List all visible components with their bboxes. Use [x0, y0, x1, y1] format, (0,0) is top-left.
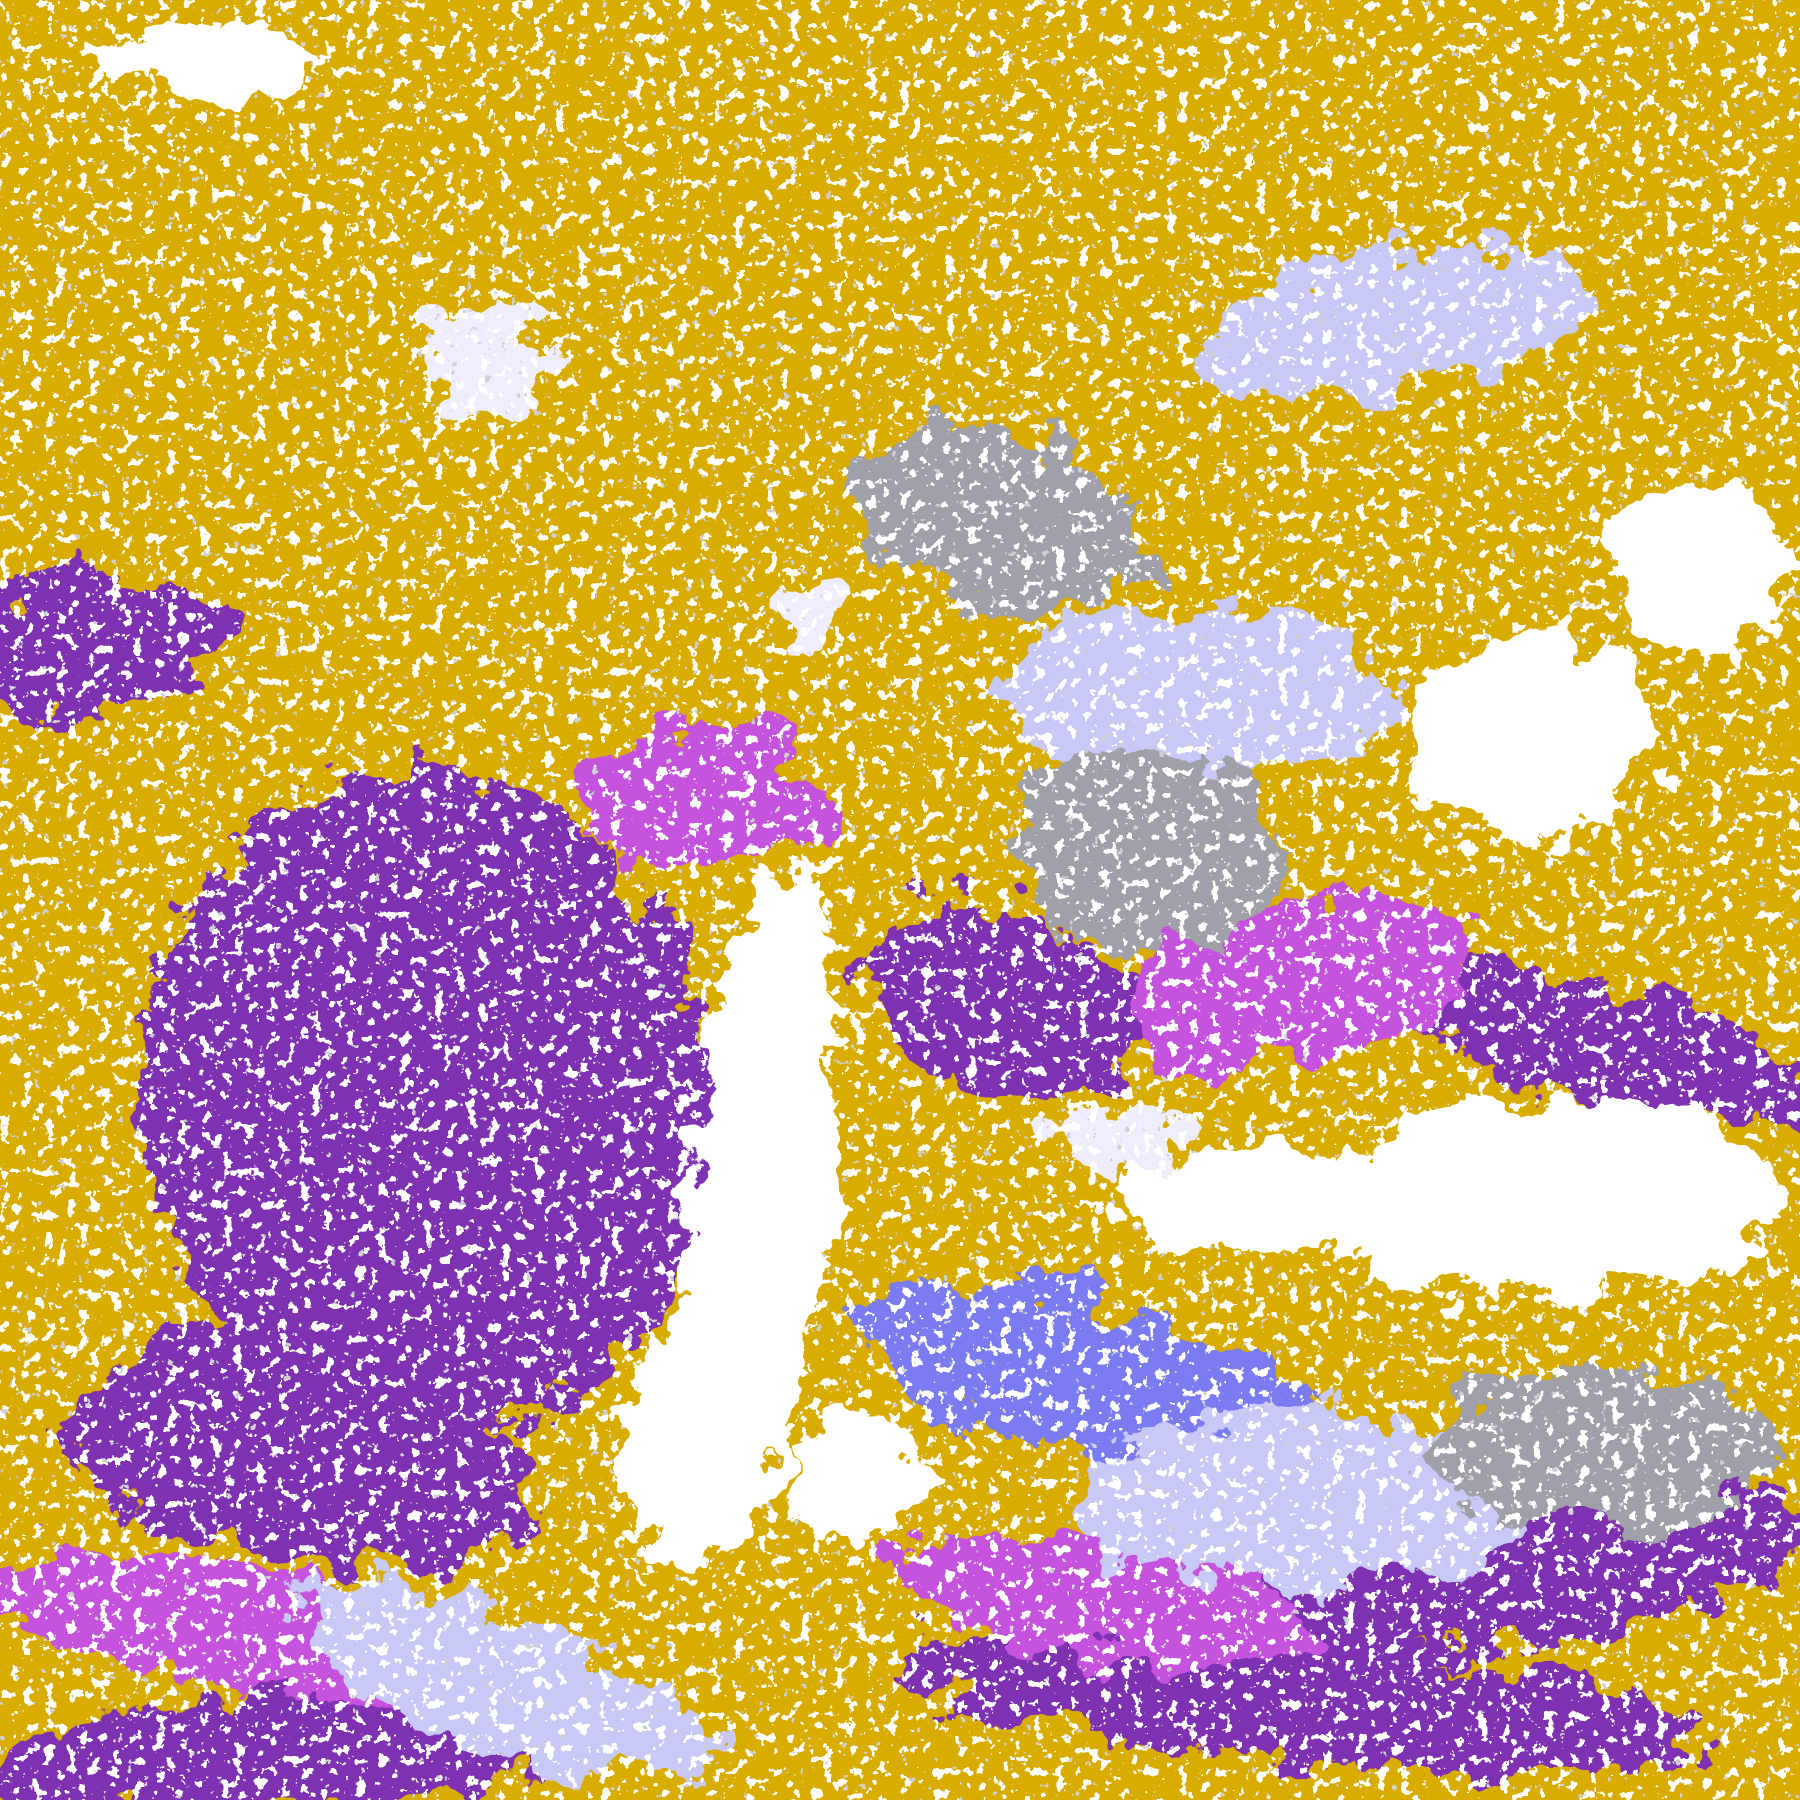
clear-patch	[1410, 630, 1650, 850]
clear-regions	[80, 20, 1790, 1570]
clear-patch	[1120, 1150, 1380, 1250]
clear-patch	[1310, 1100, 1790, 1300]
clear-patch	[684, 871, 836, 1529]
clear-patch	[1610, 470, 1790, 650]
clear-patch	[780, 1420, 920, 1540]
clear-patch	[620, 1330, 740, 1570]
clear-patch	[80, 20, 320, 100]
